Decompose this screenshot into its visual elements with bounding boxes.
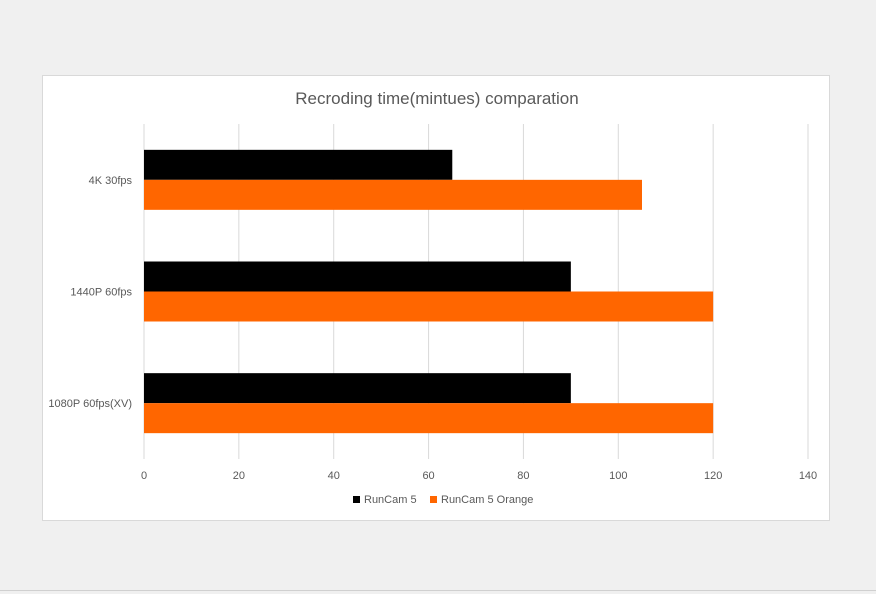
- legend-swatch: [353, 496, 360, 503]
- x-tick-label: 20: [233, 470, 245, 482]
- x-tick-labels: 0 20 40 60 80 100 120 140: [141, 470, 817, 482]
- x-tick-label: 40: [328, 470, 340, 482]
- legend-label: RunCam 5 Orange: [441, 494, 533, 506]
- bar-runcam-5-orange-1: [144, 291, 714, 322]
- x-tick-label: 80: [517, 470, 529, 482]
- category-label: 1080P 60fps(XV): [48, 398, 132, 410]
- x-tick-label: 140: [799, 470, 817, 482]
- divider: [0, 590, 876, 591]
- bar-runcam-5-2: [144, 373, 571, 404]
- category-label: 1440P 60fps: [70, 287, 132, 299]
- x-tick-label: 60: [422, 470, 434, 482]
- x-tick-label: 120: [704, 470, 722, 482]
- legend-label: RunCam 5: [364, 494, 417, 506]
- category-labels: 4K 30fps 1440P 60fps 1080P 60fps(XV): [48, 175, 132, 410]
- bars: [144, 149, 714, 434]
- category-label: 4K 30fps: [89, 175, 133, 187]
- chart-title: Recroding time(mintues) comparation: [295, 89, 578, 108]
- legend: RunCam 5 RunCam 5 Orange: [353, 494, 533, 506]
- bar-runcam-5-0: [144, 149, 453, 180]
- bar-runcam-5-1: [144, 261, 571, 292]
- legend-swatch: [430, 496, 437, 503]
- bar-runcam-5-orange-2: [144, 403, 714, 434]
- bar-runcam-5-orange-0: [144, 179, 642, 210]
- bar-chart: Recroding time(mintues) comparation 4K 3…: [48, 89, 817, 506]
- x-tick-label: 0: [141, 470, 147, 482]
- chart-area: Recroding time(mintues) comparation 4K 3…: [42, 75, 830, 521]
- x-tick-label: 100: [609, 470, 627, 482]
